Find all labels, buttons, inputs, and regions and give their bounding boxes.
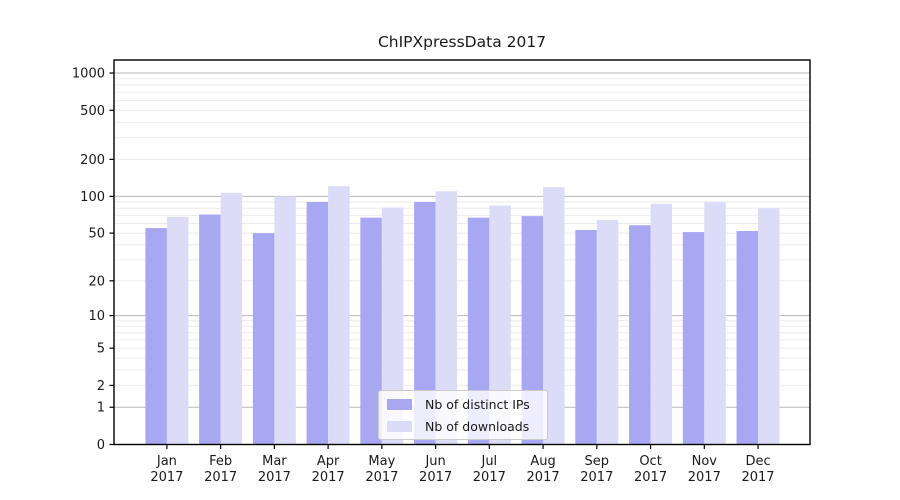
x-tick-label-year: 2017 [634,470,667,485]
bar-nb-of-distinct-ips-mar [252,233,275,445]
legend-label-distinct-ips: Nb of distinct IPs [425,396,530,412]
x-tick-label-month: Mar [262,454,287,469]
y-tick-label: 1000 [72,67,105,82]
y-tick-label: 50 [88,227,105,242]
bar-nb-of-distinct-ips-apr [306,201,329,445]
bar-nb-of-downloads-may [381,207,404,445]
x-tick-label-year: 2017 [150,470,183,485]
bar-nb-of-distinct-ips-dec [736,231,759,445]
x-tick-label-year: 2017 [258,470,291,485]
x-tick-label-month: Jul [480,454,497,469]
bar-nb-of-distinct-ips-jul [467,217,490,445]
x-tick-label-month: Dec [745,454,770,469]
x-tick-label-year: 2017 [419,470,452,485]
legend-swatch-distinct-ips-icon [387,398,412,410]
y-tick-label: 20 [88,274,105,289]
x-tick-label-year: 2017 [527,470,560,485]
x-tick-label-year: 2017 [473,470,506,485]
x-tick-label-year: 2017 [204,470,237,485]
bar-nb-of-distinct-ips-oct [629,225,651,445]
y-tick-label: 5 [97,342,105,357]
bar-nb-of-downloads-dec [758,208,780,445]
bar-nb-of-downloads-feb [220,192,243,445]
legend-swatch-downloads-icon [387,420,412,432]
bar-nb-of-distinct-ips-sep [575,230,597,445]
x-tick-label-month: Feb [209,454,232,469]
x-tick-label-month: Nov [692,454,718,469]
x-tick-label-month: Jun [424,454,445,469]
x-tick-label-month: Sep [585,454,610,469]
bar-nb-of-downloads-aug [543,187,565,445]
chart-title: ChIPXpressData 2017 [377,33,547,51]
x-tick-label-year: 2017 [688,470,721,485]
bar-nb-of-downloads-jun [435,191,458,445]
bar-nb-of-downloads-oct [650,203,673,445]
bar-nb-of-downloads-apr [328,186,350,445]
bar-nb-of-downloads-sep [596,220,619,445]
bar-nb-of-downloads-jan [166,216,189,445]
y-tick-label: 0 [97,438,105,453]
bar-nb-of-distinct-ips-aug [521,216,544,445]
x-tick-label-month: May [368,454,395,469]
plot-border [113,59,811,446]
legend-label-downloads: Nb of downloads [425,418,530,434]
bar-nb-of-downloads-nov [704,201,726,445]
legend-item-downloads: Nb of downloads [379,418,547,435]
x-tick-label-year: 2017 [580,470,613,485]
bar-nb-of-distinct-ips-jun [414,201,436,445]
y-tick-label: 10 [88,309,105,324]
bar-nb-of-distinct-ips-nov [682,232,705,445]
bar-nb-of-downloads-jul [489,205,511,445]
legend: Nb of distinct IPs Nb of downloads [378,390,548,440]
x-tick-label-month: Aug [530,454,555,469]
y-tick-label: 2 [97,379,105,394]
x-tick-label-month: Apr [317,454,340,469]
x-tick-label-month: Oct [639,454,661,469]
y-tick-label: 500 [80,104,105,119]
bar-nb-of-downloads-mar [274,196,296,445]
x-tick-label-year: 2017 [365,470,398,485]
x-tick-label-month: Jan [156,454,177,469]
bar-nb-of-distinct-ips-may [360,217,382,445]
legend-item-distinct-ips: Nb of distinct IPs [379,396,547,413]
bar-nb-of-distinct-ips-feb [199,214,221,445]
x-tick-label-year: 2017 [741,470,774,485]
y-tick-label: 100 [80,190,105,205]
x-tick-label-year: 2017 [312,470,345,485]
y-tick-label: 1 [97,401,105,416]
y-tick-label: 200 [80,153,105,168]
bar-nb-of-distinct-ips-jan [145,228,167,445]
